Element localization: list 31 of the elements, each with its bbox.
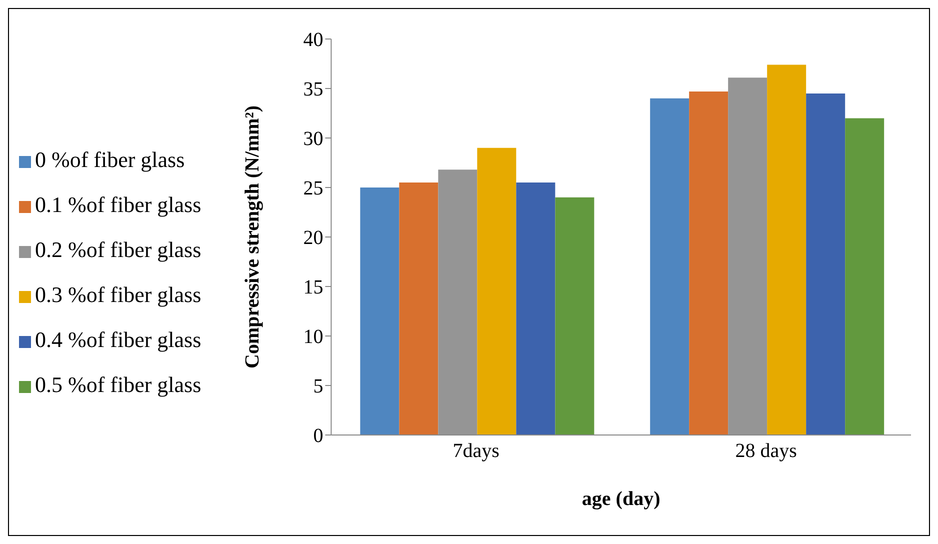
legend-label: 0.5 %of fiber glass [35, 372, 202, 397]
y-tick-label: 30 [303, 128, 324, 150]
x-tick-label: 28 days [735, 440, 798, 462]
y-tick-label: 5 [313, 376, 324, 398]
x-tick-label: 7days [452, 440, 500, 462]
x-axis-title: age (day) [582, 488, 660, 510]
bar [438, 170, 478, 435]
bar [689, 91, 728, 435]
legend-label: 0.1 %of fiber glass [35, 192, 202, 217]
bar [360, 188, 400, 435]
bar [845, 118, 884, 435]
bar [806, 93, 846, 435]
y-tick-label: 20 [303, 227, 324, 250]
y-axis-title: Compressive strength (N/mm²) [241, 106, 264, 368]
y-tick-label: 25 [303, 178, 324, 200]
bar [516, 182, 556, 435]
legend-label: 0 %of fiber glass [35, 147, 185, 172]
bar [728, 78, 768, 435]
y-tick-label: 40 [303, 29, 324, 52]
bar [650, 98, 690, 435]
bar [555, 197, 594, 435]
y-tick-label: 15 [303, 276, 324, 299]
bar [477, 148, 516, 435]
y-tick-label: 10 [303, 326, 324, 348]
y-tick-label: 0 [313, 425, 324, 448]
legend-label: 0.4 %of fiber glass [35, 327, 202, 352]
legend-label: 0.3 %of fiber glass [35, 282, 202, 307]
y-tick-label: 35 [303, 78, 324, 101]
legend-label: 0.2 %of fiber glass [35, 237, 202, 262]
bar [399, 182, 438, 435]
bar [767, 64, 806, 435]
